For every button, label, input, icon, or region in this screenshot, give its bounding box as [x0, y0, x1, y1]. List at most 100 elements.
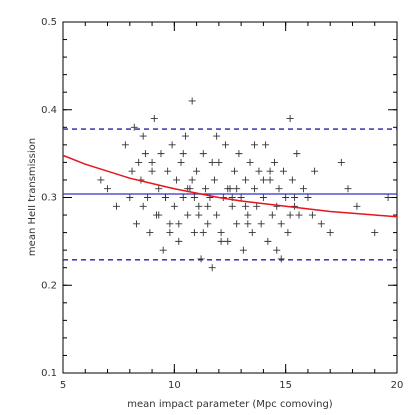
- data-point: [291, 202, 299, 210]
- data-point: [217, 237, 225, 245]
- data-point: [286, 211, 294, 219]
- data-point: [326, 229, 334, 237]
- data-point: [233, 220, 241, 228]
- data-point: [202, 185, 210, 193]
- data-point: [282, 194, 290, 201]
- data-point: [139, 202, 147, 210]
- data-point: [250, 185, 258, 193]
- data-point: [166, 220, 174, 228]
- data-point: [188, 97, 196, 105]
- data-point: [132, 220, 140, 228]
- data-point: [146, 229, 154, 237]
- data-point: [257, 220, 265, 228]
- data-point: [266, 167, 274, 175]
- data-point: [268, 211, 276, 219]
- data-point: [242, 176, 250, 184]
- data-point: [250, 141, 258, 149]
- data-point: [179, 150, 187, 158]
- data-point: [190, 229, 198, 237]
- data-point: [291, 194, 299, 201]
- data-point: [170, 202, 178, 210]
- data-point: [104, 185, 112, 193]
- data-point: [224, 185, 232, 193]
- data-point: [259, 176, 267, 184]
- data-point: [161, 194, 169, 201]
- data-point: [317, 220, 325, 228]
- data-point: [244, 220, 252, 228]
- data-point: [215, 158, 223, 166]
- data-point: [277, 220, 285, 228]
- y-tick-label: 0.2: [41, 280, 57, 291]
- data-point: [235, 150, 243, 158]
- data-point: [173, 176, 181, 184]
- data-point: [286, 115, 294, 123]
- data-point: [248, 229, 256, 237]
- data-point: [237, 194, 245, 201]
- data-point: [126, 194, 134, 201]
- data-point: [275, 185, 283, 193]
- data-point: [239, 246, 247, 254]
- data-point: [210, 176, 218, 184]
- data-point: [204, 202, 212, 210]
- y-tick-label: 0.5: [41, 17, 57, 28]
- data-point: [255, 167, 263, 175]
- data-point: [371, 229, 379, 237]
- data-point: [304, 194, 312, 201]
- data-point: [259, 194, 267, 201]
- data-point: [308, 211, 316, 219]
- data-point: [246, 158, 254, 166]
- data-point: [179, 194, 187, 201]
- data-point: [159, 246, 167, 254]
- data-point: [208, 158, 216, 166]
- data-point: [150, 115, 158, 123]
- data-point: [228, 202, 236, 210]
- data-point: [233, 185, 241, 193]
- data-point: [253, 202, 261, 210]
- data-point: [244, 211, 252, 219]
- data-point: [175, 220, 183, 228]
- data-point: [199, 229, 207, 237]
- data-point: [279, 167, 287, 175]
- x-tick-label: 5: [60, 380, 66, 391]
- data-point: [337, 158, 345, 166]
- data-point: [130, 123, 138, 131]
- data-point: [148, 158, 156, 166]
- data-point: [344, 185, 352, 193]
- data-point: [181, 132, 189, 140]
- data-point: [155, 185, 163, 193]
- data-point: [217, 229, 225, 237]
- data-point: [271, 158, 279, 166]
- data-point: [264, 237, 272, 245]
- data-point: [193, 167, 201, 175]
- data-point: [262, 141, 270, 149]
- data-point: [288, 176, 296, 184]
- data-point: [144, 194, 152, 201]
- data-point: [293, 150, 301, 158]
- data-point: [213, 211, 221, 219]
- x-tick-label: 15: [279, 380, 292, 391]
- data-point: [188, 176, 196, 184]
- data-point: [195, 202, 203, 210]
- data-point: [139, 132, 147, 140]
- data-point: [166, 229, 174, 237]
- y-tick-label: 0.3: [41, 193, 57, 204]
- x-tick-label: 20: [391, 380, 404, 391]
- data-point: [168, 141, 176, 149]
- data-point: [299, 185, 307, 193]
- data-point: [199, 150, 207, 158]
- data-point: [195, 211, 203, 219]
- data-point: [266, 176, 274, 184]
- data-point: [175, 237, 183, 245]
- data-point: [121, 141, 129, 149]
- data-point: [273, 246, 281, 254]
- fit-curve: [62, 154, 398, 218]
- data-point: [197, 255, 205, 263]
- data-point: [141, 150, 149, 158]
- data-point: [157, 150, 165, 158]
- data-point: [148, 167, 156, 175]
- data-point: [284, 229, 292, 237]
- data-point: [213, 132, 221, 140]
- data-point: [135, 158, 143, 166]
